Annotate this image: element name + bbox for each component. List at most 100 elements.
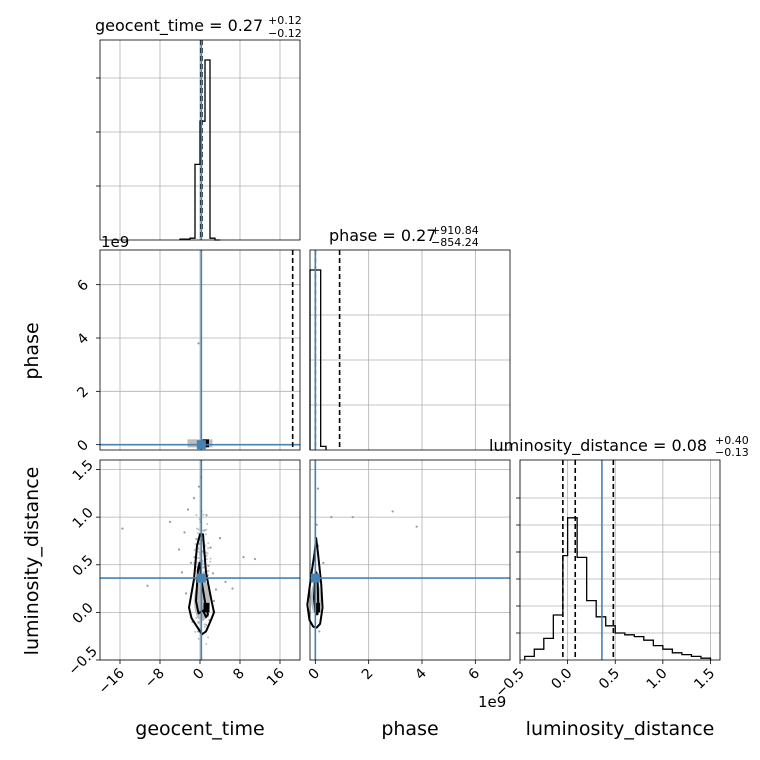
geocent-lumdist-point-39 <box>198 542 201 545</box>
title-phase-minus: −854.24 <box>431 236 479 249</box>
luminosity-distance-ytick-label-2: 0.5 <box>70 552 97 579</box>
phase-lumdist-point-6 <box>322 561 325 564</box>
phase-offset-text-y: 1e9 <box>101 233 129 251</box>
geocent-lumdist-point-1 <box>146 584 149 587</box>
phase-ytick-label-0: 0 <box>74 437 92 455</box>
geocent-time-xtick-label-2: 0 <box>190 666 208 684</box>
phase-offset-text-x: 1e9 <box>478 693 506 711</box>
geocent-phase-point-0 <box>197 342 200 345</box>
geocent-lumdist-cloud-70 <box>197 622 200 625</box>
geocent-lumdist-cloud-29 <box>209 557 212 560</box>
title-luminosity-distance-plus: +0.40 <box>715 434 749 447</box>
geocent-lumdist-cloud-56 <box>194 543 197 546</box>
geocent-lumdist-cloud-127 <box>197 556 200 559</box>
geocent-lumdist-point-23 <box>231 587 234 590</box>
title-luminosity-distance-minus: −0.13 <box>715 446 749 459</box>
geocent-lumdist-cloud-104 <box>197 637 200 640</box>
geocent-lumdist-cloud-57 <box>203 625 206 628</box>
ylabel-luminosity-distance: luminosity_distance <box>21 467 43 656</box>
geocent-lumdist-cloud-27 <box>197 550 200 553</box>
geocent-lumdist-point-17 <box>207 564 210 567</box>
luminosity-distance-xtick-label-3: 1.0 <box>644 666 671 693</box>
geocent-lumdist-cloud-35 <box>193 549 196 552</box>
title-phase: phase = 0.27 <box>329 226 436 245</box>
geocent-lumdist-cloud-137 <box>198 551 201 554</box>
geocent-lumdist-point-2 <box>168 520 172 524</box>
geocent-phase-truth-marker <box>196 440 206 450</box>
panel-phase-hist-frame <box>309 249 511 451</box>
geocent-lumdist-cloud-92 <box>207 547 210 550</box>
geocent-lumdist-cloud-88 <box>197 620 200 623</box>
phase-ytick-label-3: 6 <box>74 277 92 295</box>
geocent-lumdist-cloud-33 <box>194 630 197 633</box>
geocent-time-xtick-label-4: 16 <box>264 665 288 689</box>
geocent-lumdist-cloud-102 <box>207 569 210 572</box>
geocent-lumdist-point-8 <box>195 537 198 541</box>
frame-layer <box>96 39 721 664</box>
geocent-lumdist-cloud-48 <box>197 548 200 551</box>
title-phase-plus: +910.84 <box>431 224 479 237</box>
luminosity-distance-ytick-label-4: 1.5 <box>70 457 97 484</box>
phase-xtick-label-2: 4 <box>412 665 430 683</box>
grid-layer <box>100 40 720 661</box>
geocent-lumdist-point-0 <box>121 527 124 530</box>
luminosity-distance-xtick-label-4: 1.5 <box>691 666 718 693</box>
geocent-lumdist-cloud-109 <box>195 617 198 620</box>
geocent-lumdist-point-31 <box>184 592 188 595</box>
geocent-lumdist-cloud-71 <box>209 560 212 563</box>
ylabel-phase: phase <box>21 322 43 379</box>
geocent-lumdist-point-34 <box>212 599 216 603</box>
geocent-lumdist-point-6 <box>189 561 193 564</box>
geocent-lumdist-point-21 <box>218 536 222 540</box>
geocent-lumdist-cloud-108 <box>202 513 205 516</box>
geocent-lumdist-cloud-99 <box>205 642 208 645</box>
geocent-lumdist-point-3 <box>177 548 181 551</box>
luminosity-distance-xtick-label-1: 0.0 <box>548 666 575 693</box>
geocent-lumdist-cloud-61 <box>198 518 201 521</box>
geocent-time-xtick-label-3: 8 <box>230 666 248 684</box>
data-layer <box>100 40 712 660</box>
geocent-lumdist-point-7 <box>192 496 196 500</box>
geocent-lumdist-cloud-69 <box>195 513 198 516</box>
phase-lumdist-point-9 <box>316 487 320 490</box>
title-geocent-time: geocent_time = 0.27 <box>95 16 263 36</box>
xlabel-geocent-time: geocent_time <box>135 718 264 740</box>
phase-lumdist-point-2 <box>351 516 354 519</box>
phase-xtick-label-1: 2 <box>359 666 377 684</box>
geocent-lumdist-point-24 <box>242 556 245 559</box>
luminosity-distance-xtick-label-0: −0.5 <box>492 666 527 701</box>
geocent-lumdist-cloud-124 <box>197 528 200 531</box>
geocent-lumdist-point-19 <box>211 572 215 575</box>
phase-lumdist-point-1 <box>330 516 333 519</box>
panel-lumdist-hist-frame <box>519 459 721 661</box>
luminosity-distance-histogram <box>524 517 712 660</box>
geocent-lumdist-point-5 <box>186 508 190 511</box>
geocent-lumdist-point-25 <box>253 557 257 561</box>
geocent-lumdist-point-22 <box>224 580 227 584</box>
phase-lumdist-point-4 <box>415 525 418 528</box>
geocent-time-xtick-label-1: −8 <box>142 666 168 692</box>
geocent-lumdist-cloud-80 <box>198 560 201 563</box>
title-luminosity-distance: luminosity_distance = 0.08 <box>489 436 707 456</box>
geocent-lumdist-point-18 <box>209 546 212 549</box>
geocent-lumdist-cloud-14 <box>195 527 198 530</box>
geocent-lumdist-point-4 <box>183 531 186 534</box>
phase-xtick-label-0: 0 <box>306 666 324 684</box>
geocent-lumdist-contour-1 <box>188 533 215 636</box>
luminosity-distance-ytick-label-1: 0.0 <box>70 600 97 627</box>
panel-geocent-phase-frame <box>99 249 301 451</box>
panel-geocent-hist-frame <box>99 39 301 241</box>
geocent-lumdist-cloud-126 <box>202 571 205 574</box>
geocent-lumdist-cloud-107 <box>207 636 210 639</box>
geocent-lumdist-cloud-103 <box>196 532 199 535</box>
luminosity-distance-ytick-label-0: −0.5 <box>65 643 100 678</box>
phase-lumdist-contour-1 <box>306 537 324 629</box>
geocent-time-xtick-label-0: −16 <box>96 665 128 697</box>
luminosity-distance-ytick-label-3: 1.0 <box>70 505 97 532</box>
phase-ytick-label-1: 2 <box>74 384 92 402</box>
geocent-lumdist-cloud-90 <box>196 561 199 564</box>
phase-xtick-label-3: 6 <box>466 665 484 683</box>
geocent-lumdist-cloud-105 <box>204 533 207 536</box>
phase-lumdist-point-3 <box>391 510 394 513</box>
